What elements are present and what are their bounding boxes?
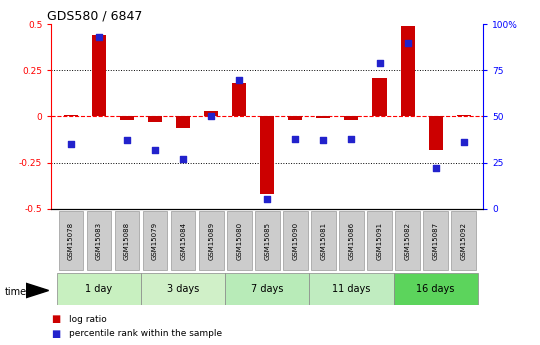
Bar <box>260 117 274 194</box>
FancyBboxPatch shape <box>311 211 336 270</box>
Bar <box>316 117 330 118</box>
Bar <box>92 35 106 117</box>
Point <box>66 141 75 147</box>
Text: GSM15081: GSM15081 <box>320 221 326 260</box>
Bar <box>288 117 302 120</box>
Text: GSM15082: GSM15082 <box>404 221 410 260</box>
FancyBboxPatch shape <box>309 273 394 305</box>
Text: GSM15085: GSM15085 <box>264 221 271 260</box>
Point <box>347 136 356 141</box>
FancyBboxPatch shape <box>143 211 167 270</box>
Point <box>151 147 159 152</box>
FancyBboxPatch shape <box>141 273 225 305</box>
Text: GSM15078: GSM15078 <box>68 221 74 260</box>
FancyBboxPatch shape <box>59 211 83 270</box>
Bar <box>429 117 443 150</box>
Text: GSM15089: GSM15089 <box>208 221 214 260</box>
Point <box>431 165 440 171</box>
Text: GSM15083: GSM15083 <box>96 221 102 260</box>
FancyBboxPatch shape <box>171 211 195 270</box>
FancyBboxPatch shape <box>114 211 139 270</box>
Text: ■: ■ <box>51 314 60 324</box>
Point <box>123 138 131 143</box>
Point <box>207 114 215 119</box>
FancyBboxPatch shape <box>339 211 364 270</box>
Text: time: time <box>4 287 26 296</box>
FancyBboxPatch shape <box>255 211 280 270</box>
Bar <box>176 117 190 128</box>
Bar <box>401 26 415 117</box>
Bar <box>64 115 78 117</box>
Text: 7 days: 7 days <box>251 284 284 294</box>
Text: 11 days: 11 days <box>332 284 370 294</box>
Bar <box>373 78 387 117</box>
Text: ■: ■ <box>51 329 60 339</box>
Text: 3 days: 3 days <box>167 284 199 294</box>
FancyBboxPatch shape <box>394 273 478 305</box>
Text: 16 days: 16 days <box>416 284 455 294</box>
Text: percentile rank within the sample: percentile rank within the sample <box>69 329 222 338</box>
Point <box>291 136 300 141</box>
Text: GSM15079: GSM15079 <box>152 221 158 260</box>
Point <box>319 138 328 143</box>
Point <box>263 197 272 202</box>
Text: GSM15088: GSM15088 <box>124 221 130 260</box>
FancyBboxPatch shape <box>283 211 308 270</box>
FancyBboxPatch shape <box>367 211 392 270</box>
Point <box>235 77 244 82</box>
FancyBboxPatch shape <box>57 273 141 305</box>
Point <box>375 60 384 66</box>
Bar <box>232 83 246 117</box>
Text: GSM15080: GSM15080 <box>236 221 242 260</box>
Point <box>403 40 412 45</box>
FancyBboxPatch shape <box>227 211 252 270</box>
Text: GSM15090: GSM15090 <box>292 221 299 260</box>
Text: GSM15092: GSM15092 <box>461 221 467 260</box>
Text: GSM15087: GSM15087 <box>433 221 438 260</box>
Bar <box>120 117 134 120</box>
Text: GSM15086: GSM15086 <box>348 221 354 260</box>
Text: GSM15091: GSM15091 <box>376 221 382 260</box>
Bar <box>457 115 471 117</box>
FancyBboxPatch shape <box>199 211 224 270</box>
Point <box>460 139 468 145</box>
Text: 1 day: 1 day <box>85 284 112 294</box>
Text: log ratio: log ratio <box>69 315 106 324</box>
Text: GSM15084: GSM15084 <box>180 221 186 260</box>
FancyBboxPatch shape <box>86 211 111 270</box>
Bar <box>148 117 162 122</box>
FancyBboxPatch shape <box>225 273 309 305</box>
FancyBboxPatch shape <box>451 211 476 270</box>
Polygon shape <box>26 283 49 298</box>
Point <box>94 34 103 40</box>
FancyBboxPatch shape <box>423 211 448 270</box>
Point <box>179 156 187 162</box>
Bar <box>204 111 218 117</box>
FancyBboxPatch shape <box>395 211 420 270</box>
Text: GDS580 / 6847: GDS580 / 6847 <box>47 10 143 23</box>
Bar <box>345 117 359 120</box>
